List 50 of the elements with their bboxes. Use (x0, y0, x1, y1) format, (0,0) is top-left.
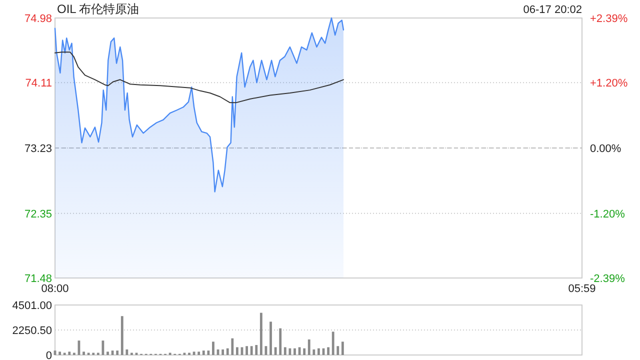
bar (336, 346, 340, 355)
y-tick-label: 4501.00 (12, 300, 52, 312)
x-tick-label: 08:00 (41, 283, 69, 295)
bar (318, 348, 320, 355)
bar (255, 345, 258, 355)
y2-tick-label: +2.39% (590, 13, 628, 25)
y-tick-label: 0 (46, 350, 52, 360)
bar (106, 352, 109, 355)
x-tick-label: 05:59 (568, 283, 596, 295)
bar (231, 338, 234, 355)
bar (260, 312, 262, 355)
bar (226, 348, 229, 355)
bar (332, 332, 334, 355)
bar (312, 349, 316, 355)
bar (207, 350, 210, 355)
bar (126, 349, 128, 355)
bar (308, 339, 310, 355)
y2-tick-label: -2.39% (590, 273, 626, 285)
bar (250, 346, 253, 355)
bar (279, 328, 282, 355)
bar (198, 352, 200, 355)
y2-tick-label: +1.20% (590, 78, 628, 90)
bar (202, 350, 205, 355)
bar (102, 340, 104, 355)
bar (246, 346, 248, 355)
y2-tick-label: -1.20% (590, 208, 626, 220)
chart-title: OIL 布伦特原油 (57, 2, 140, 16)
y-tick-label: 71.48 (24, 273, 52, 285)
bar (341, 342, 344, 355)
y-tick-label: 73.23 (24, 143, 52, 155)
y-tick-label: 72.35 (24, 208, 52, 220)
bar (82, 352, 85, 355)
bar (120, 316, 124, 355)
y-tick-label: 2250.50 (12, 325, 52, 337)
bar (303, 348, 306, 355)
bar (68, 352, 71, 355)
bar (270, 322, 272, 355)
y2-tick-label: 0.00% (590, 143, 622, 155)
bar (222, 349, 224, 355)
text: 06-17 20:02 (523, 4, 582, 16)
bar (212, 342, 214, 355)
bar (58, 352, 61, 355)
y-tick-label: 74.11 (25, 78, 52, 90)
bar (327, 347, 330, 355)
bar (236, 347, 238, 355)
bar (284, 347, 286, 355)
y-tick-label: 74.98 (24, 13, 52, 25)
bar (116, 350, 119, 355)
bar (294, 348, 296, 355)
bar (288, 348, 292, 355)
